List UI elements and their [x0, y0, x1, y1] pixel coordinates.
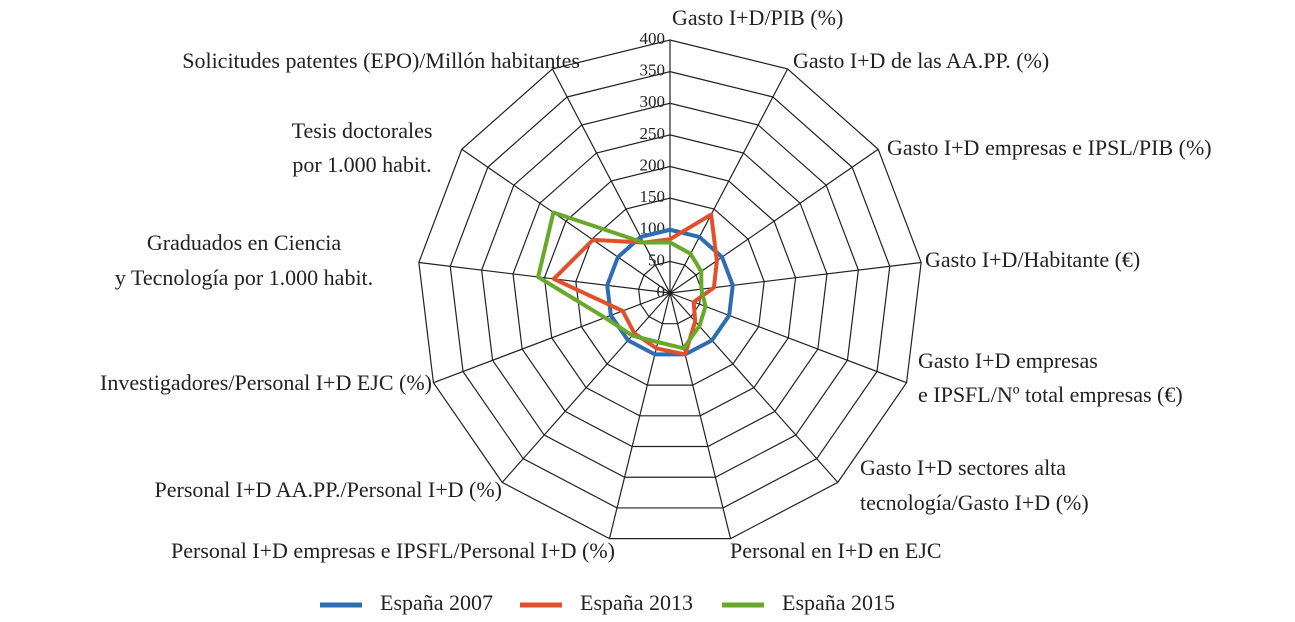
- grid-ring: [418, 39, 922, 540]
- category-label: Gasto I+D empresas: [918, 348, 1098, 373]
- spoke: [461, 148, 671, 294]
- category-label: e IPSFL/Nº total empresas (€): [918, 382, 1183, 407]
- spoke: [608, 292, 671, 539]
- grid-ring: [637, 260, 703, 325]
- tick-label: 0: [657, 282, 666, 301]
- series-line: [551, 212, 719, 357]
- spoke: [669, 68, 789, 294]
- category-label: tecnología/Gasto I+D (%): [860, 490, 1089, 515]
- grid-ring: [543, 165, 797, 417]
- tick-label: 50: [648, 250, 665, 269]
- grid-ring: [449, 71, 891, 509]
- legend-label: España 2013: [580, 590, 693, 615]
- category-label: Personal I+D AA.PP./Personal I+D (%): [155, 477, 502, 502]
- legend-label: España 2015: [782, 590, 895, 615]
- series-line: [536, 210, 708, 351]
- tick-label: 150: [640, 187, 666, 206]
- tick-label: 400: [640, 29, 666, 48]
- category-label: Personal I+D empresas e IPSFL/Personal I…: [171, 538, 615, 563]
- category-label: Gasto I+D sectores alta: [860, 455, 1066, 480]
- grid-ring: [512, 134, 828, 448]
- category-label: Investigadores/Personal I+D EJC (%): [100, 370, 432, 395]
- tick-label: 200: [640, 155, 666, 174]
- category-label: Personal en I+D en EJC: [730, 538, 942, 563]
- spoke: [669, 148, 879, 294]
- category-label: Gasto I+D/Habitante (€): [925, 247, 1140, 272]
- spoke: [669, 292, 732, 539]
- category-label: y Tecnología por 1.000 habit.: [115, 265, 373, 290]
- spoke: [669, 292, 907, 384]
- tick-label: 300: [640, 92, 666, 111]
- spoke: [551, 68, 671, 294]
- category-label: por 1.000 habit.: [292, 152, 431, 177]
- category-label: Solicitudes patentes (EPO)/Millón habita…: [182, 48, 580, 73]
- legend-label: España 2007: [380, 590, 493, 615]
- tick-label: 350: [640, 61, 666, 80]
- spoke: [433, 292, 671, 384]
- spoke: [418, 261, 671, 294]
- category-label: Graduados en Ciencia: [147, 230, 341, 255]
- category-label: Gasto I+D de las AA.PP. (%): [793, 48, 1049, 73]
- category-label: Tesis doctorales: [292, 118, 433, 143]
- category-label: Gasto I+D/PIB (%): [672, 5, 843, 30]
- grid-ring: [481, 102, 859, 478]
- series-line: [605, 227, 735, 357]
- spoke: [501, 292, 671, 483]
- tick-label: 250: [640, 124, 666, 143]
- category-label: Gasto I+D empresas e IPSL/PIB (%): [887, 135, 1212, 160]
